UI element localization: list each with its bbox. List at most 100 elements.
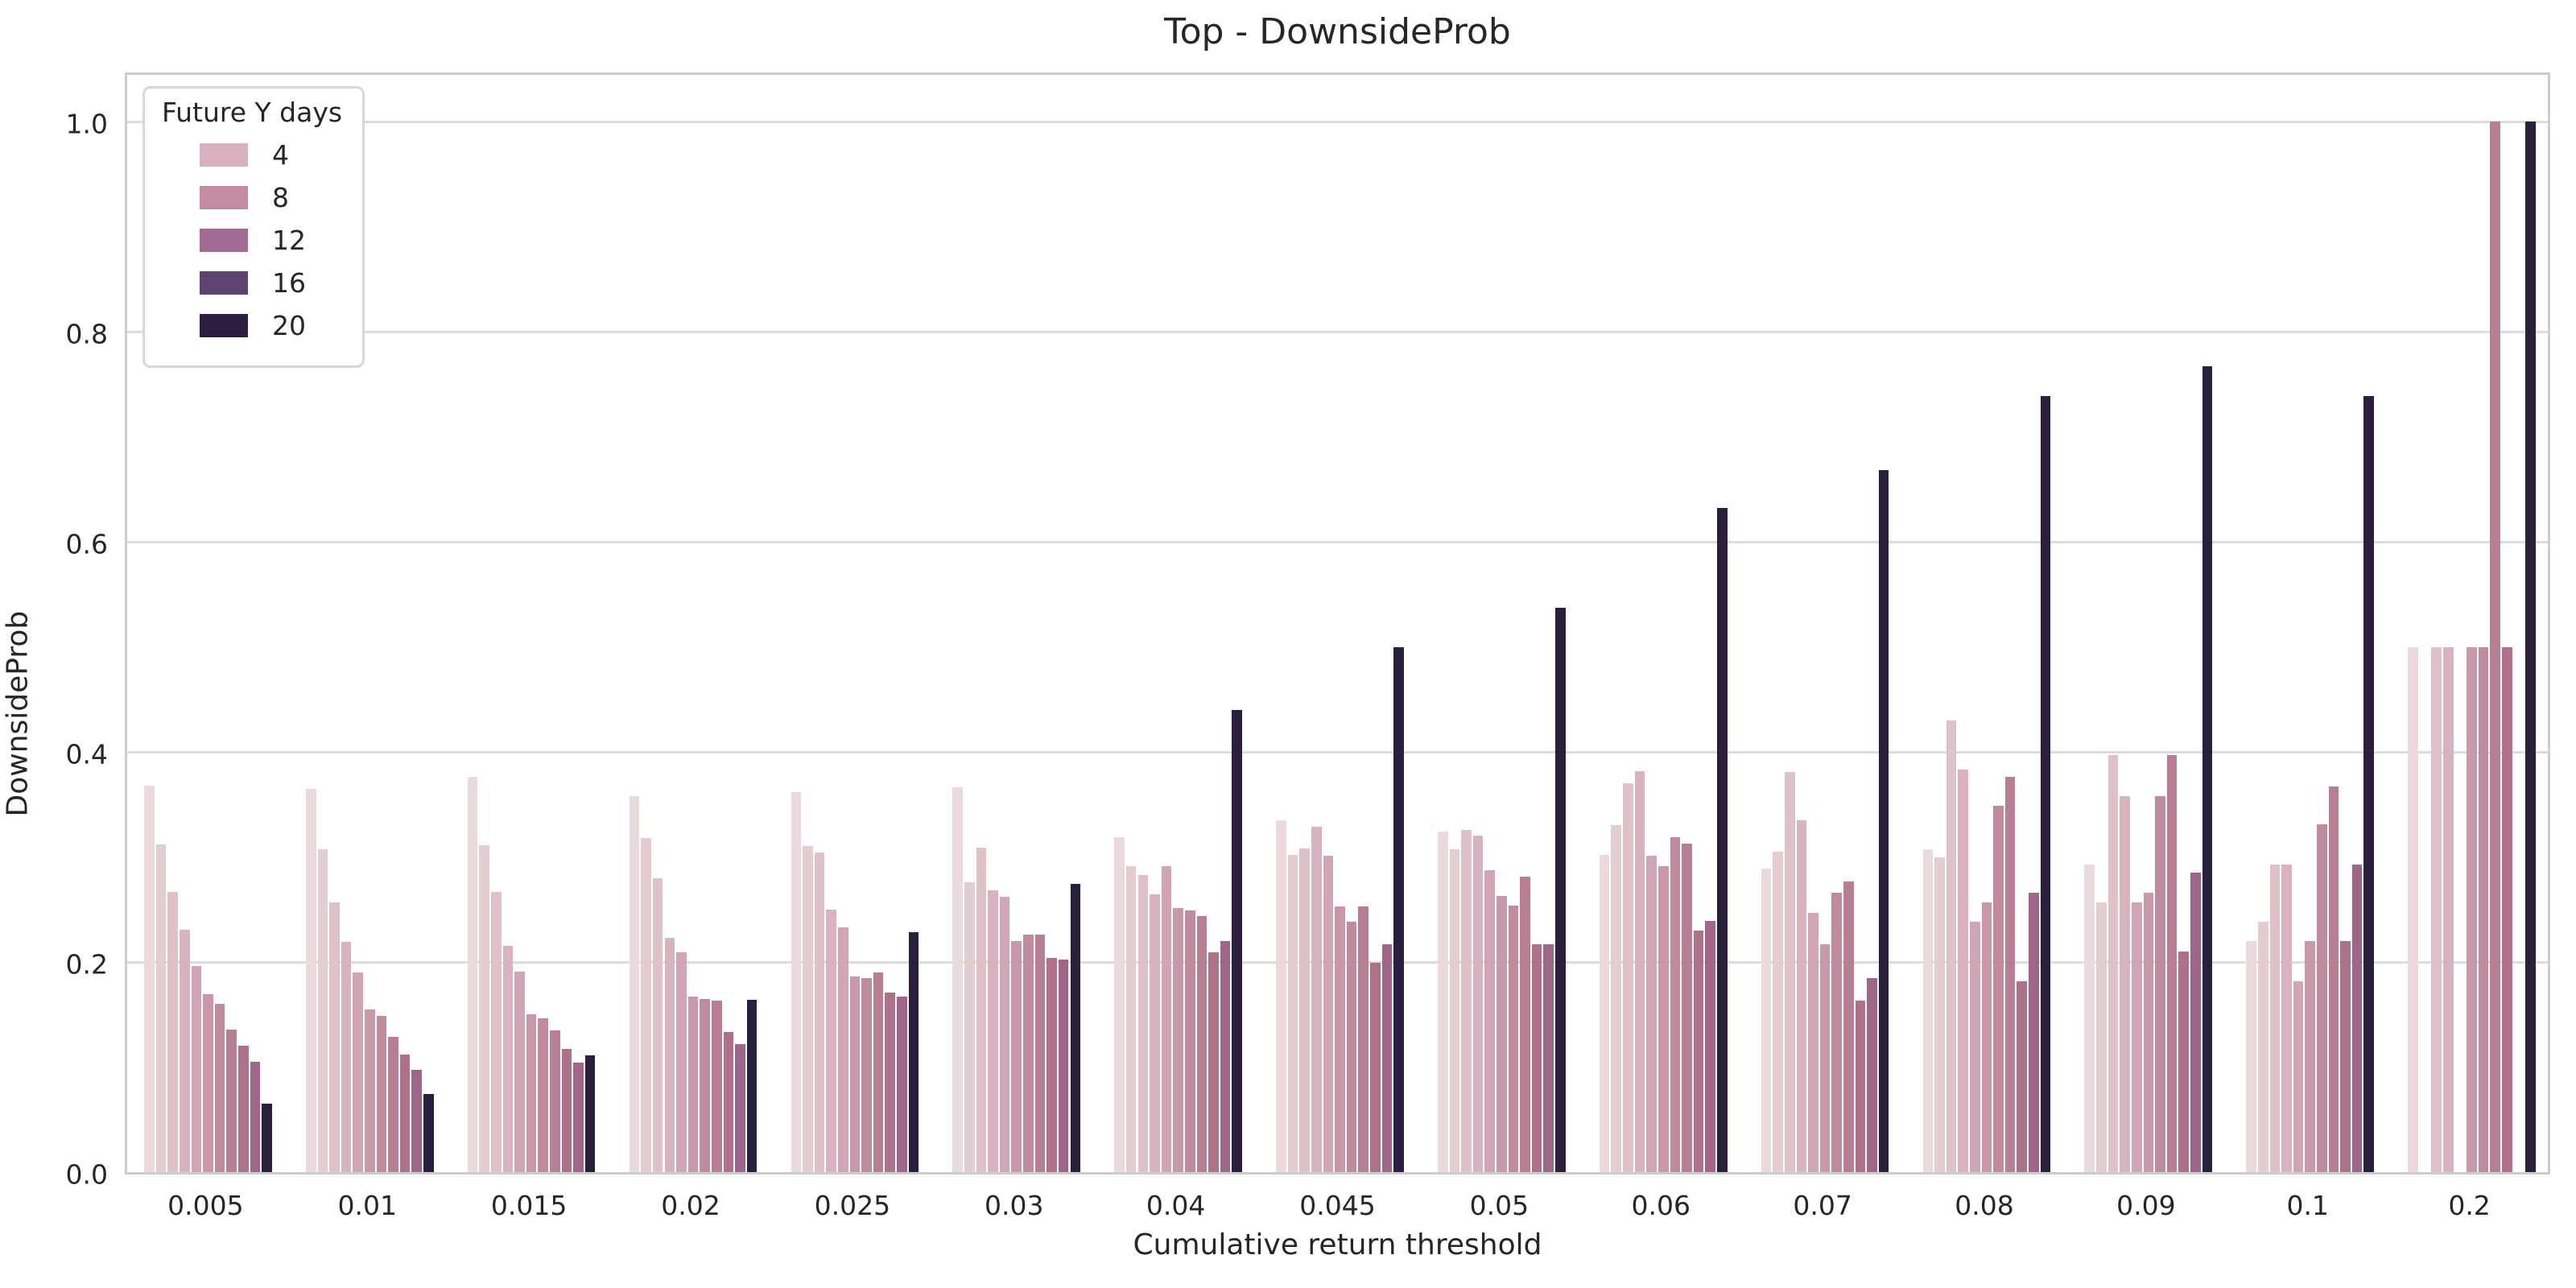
bar-0.05-hue-06 (1496, 895, 1507, 1172)
legend-swatch-12 (200, 229, 248, 252)
bar-0.06-hue-10 (1705, 921, 1715, 1172)
bar-0.01-hue-09 (399, 1054, 411, 1172)
bar-0.09-hue-01 (2084, 864, 2095, 1172)
bar-0.04-hue-08 (1196, 915, 1208, 1172)
bar-0.01-hue-10 (411, 1070, 423, 1172)
bar-0.02-hue-07 (700, 998, 710, 1172)
x-tick-0.03: 0.03 (985, 1190, 1044, 1221)
legend-swatch-8 (200, 186, 248, 209)
bar-0.03-hue-09 (1046, 957, 1057, 1172)
bar-0.07-hue-09 (1855, 1001, 1866, 1172)
y-tick-1.0: 1.0 (65, 108, 108, 140)
bar-0.05-hue-08 (1520, 877, 1530, 1172)
bar-0.04-hue-11 (1232, 709, 1242, 1172)
legend-swatch-16 (200, 271, 248, 295)
bar-0.005-hue-08 (226, 1029, 237, 1172)
x-axis-label: Cumulative return threshold (1133, 1228, 1542, 1261)
bar-0.1-hue-07 (2317, 824, 2327, 1172)
bar-0.1-hue-03 (2269, 864, 2281, 1172)
bar-0.015-hue-03 (491, 891, 502, 1172)
bar-0.045-hue-06 (1335, 906, 1345, 1172)
bar-0.09-hue-03 (2107, 754, 2119, 1172)
bar-0.2-hue-07 (2478, 646, 2489, 1172)
bar-0.08-hue-02 (1934, 857, 1945, 1172)
bar-0.03-hue-06 (1011, 940, 1022, 1172)
gridline-1 (127, 120, 2548, 123)
x-tick-0.025: 0.025 (814, 1190, 891, 1221)
bar-0.04-hue-10 (1220, 940, 1231, 1172)
bar-0.07-hue-06 (1819, 943, 1831, 1172)
bar-0.015-hue-08 (550, 1030, 560, 1172)
bar-0.04-hue-04 (1150, 894, 1160, 1172)
bar-0.01-hue-03 (329, 902, 340, 1172)
x-tick-0.01: 0.01 (337, 1190, 398, 1221)
bar-0.015-hue-10 (573, 1063, 584, 1172)
bar-0.025-hue-05 (837, 927, 848, 1172)
bar-0.06-hue-08 (1682, 843, 1692, 1172)
bar-0.025-hue-11 (908, 932, 919, 1172)
x-tick-0.005: 0.005 (167, 1190, 244, 1221)
bar-0.045-hue-11 (1393, 646, 1404, 1172)
bar-0.02-hue-03 (652, 877, 663, 1172)
bar-0.025-hue-01 (791, 791, 802, 1172)
bar-0.07-hue-08 (1843, 881, 1854, 1172)
y-tick-0.8: 0.8 (65, 318, 108, 350)
legend-label-16: 16 (272, 267, 306, 299)
bar-0.005-hue-11 (262, 1104, 272, 1172)
bar-0.09-hue-09 (2178, 951, 2189, 1172)
bar-0.06-hue-01 (1599, 854, 1610, 1172)
bar-0.04-hue-05 (1161, 866, 1172, 1172)
bar-0.05-hue-03 (1461, 829, 1472, 1172)
bar-0.2-hue-09 (2502, 646, 2512, 1172)
bar-0.045-hue-10 (1381, 943, 1393, 1172)
bar-0.09-hue-05 (2131, 902, 2142, 1172)
bar-0.06-hue-06 (1657, 866, 1669, 1172)
bar-0.045-hue-08 (1358, 906, 1368, 1172)
bar-0.025-hue-10 (897, 997, 907, 1172)
bar-0.03-hue-07 (1023, 935, 1034, 1172)
x-tick-0.1: 0.1 (2286, 1190, 2329, 1221)
bar-0.005-hue-04 (179, 929, 190, 1172)
bar-0.02-hue-09 (723, 1032, 734, 1172)
bar-0.015-hue-01 (467, 777, 478, 1172)
bar-0.005-hue-07 (214, 1004, 225, 1172)
bar-0.1-hue-10 (2351, 864, 2363, 1172)
bar-0.09-hue-04 (2120, 795, 2130, 1172)
bar-0.1-hue-02 (2257, 922, 2268, 1172)
gridline-0.4 (127, 750, 2548, 753)
bar-0.09-hue-02 (2096, 902, 2107, 1172)
x-tick-0.08: 0.08 (1955, 1190, 2014, 1221)
bar-0.08-hue-05 (1970, 922, 1980, 1172)
bar-0.08-hue-06 (1981, 902, 1992, 1172)
bar-0.015-hue-09 (561, 1049, 572, 1172)
bar-0.005-hue-09 (237, 1046, 249, 1172)
y-tick-0.0: 0.0 (65, 1158, 108, 1191)
bar-0.2-hue-06 (2467, 646, 2477, 1172)
bar-0.015-hue-07 (538, 1018, 549, 1172)
bar-0.045-hue-04 (1311, 826, 1322, 1172)
bar-0.04-hue-09 (1208, 952, 1219, 1172)
bar-0.2-hue-08 (2490, 122, 2501, 1172)
bar-0.1-hue-11 (2363, 395, 2375, 1172)
bar-0.01-hue-11 (423, 1094, 434, 1172)
bar-0.03-hue-01 (952, 787, 963, 1172)
x-tick-0.07: 0.07 (1793, 1190, 1852, 1221)
bar-0.04-hue-02 (1125, 866, 1137, 1172)
gridline-0.6 (127, 540, 2548, 543)
gridline-0.8 (127, 330, 2548, 333)
bar-0.005-hue-06 (203, 994, 213, 1172)
bar-0.045-hue-05 (1323, 856, 1334, 1172)
x-tick-0.06: 0.06 (1631, 1190, 1690, 1221)
bar-0.07-hue-07 (1831, 892, 1842, 1172)
bar-0.04-hue-03 (1137, 874, 1149, 1172)
bar-0.1-hue-04 (2281, 864, 2292, 1172)
bar-0.08-hue-07 (1993, 805, 2004, 1172)
bar-0.01-hue-05 (353, 972, 363, 1172)
y-axis-label: DownsideProb (1, 610, 35, 817)
legend-title: Future Y days (161, 97, 343, 128)
bar-0.015-hue-02 (479, 845, 490, 1172)
bar-0.005-hue-10 (250, 1061, 261, 1172)
bar-0.07-hue-02 (1773, 851, 1783, 1172)
bar-0.04-hue-06 (1173, 908, 1183, 1172)
bar-0.02-hue-01 (629, 795, 640, 1172)
